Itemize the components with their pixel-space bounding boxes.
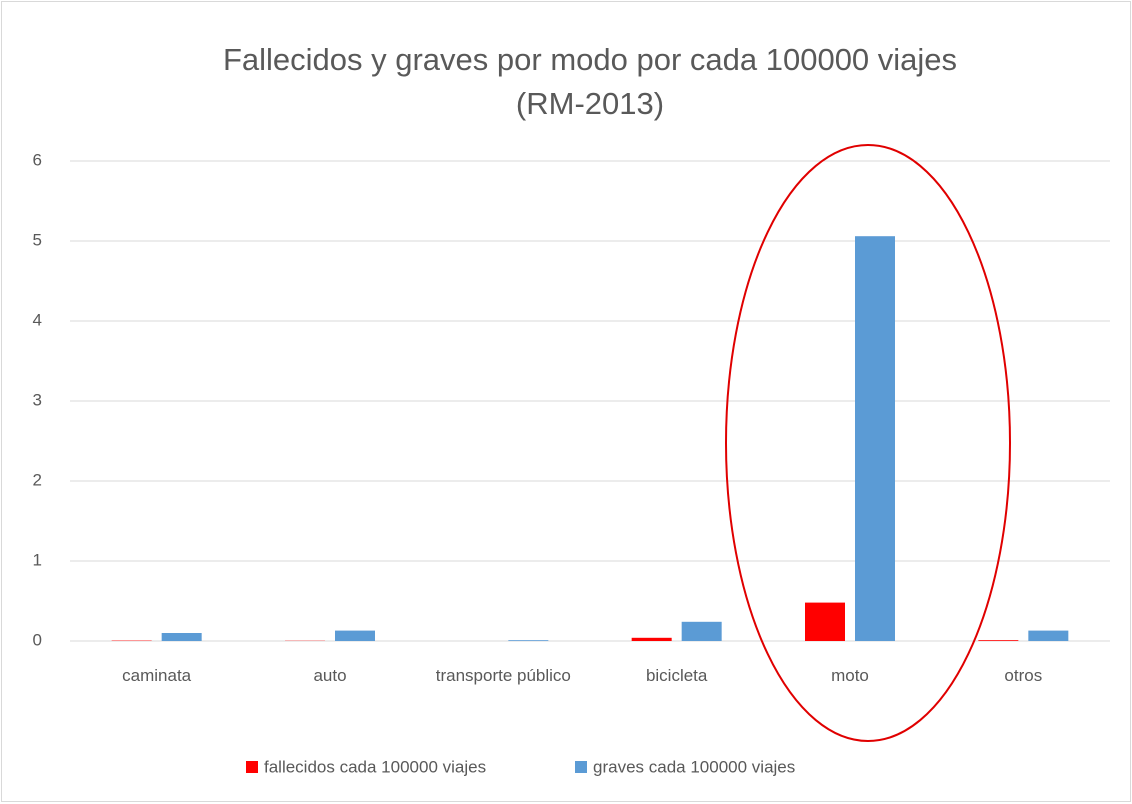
legend-swatch: [575, 761, 587, 773]
x-tick-label: caminata: [122, 666, 192, 685]
bar: [681, 621, 722, 641]
chart-title: Fallecidos y graves por modo por cada 10…: [223, 42, 957, 77]
x-tick-label-box: otros: [1004, 666, 1043, 685]
bar: [161, 633, 202, 641]
bar: [805, 602, 845, 641]
chart-subtitle: (RM-2013): [516, 86, 664, 121]
y-tick-label: 4: [33, 310, 42, 329]
y-tick-label: 3: [33, 390, 42, 409]
x-tick-label: otros: [1004, 666, 1043, 685]
x-tick-label-box: caminata: [122, 666, 192, 685]
x-tick-label-box: moto: [831, 666, 869, 685]
x-tick-label-box: bicicleta: [645, 666, 708, 685]
y-tick-label: 2: [33, 470, 42, 489]
highlight-ellipse: [725, 144, 1011, 742]
x-tick-label: bicicleta: [645, 666, 708, 685]
y-tick-label: 0: [33, 630, 42, 649]
legend-label: graves cada 100000 viajes: [593, 757, 795, 776]
bar: [855, 236, 895, 641]
bar: [978, 640, 1019, 641]
legend-swatch: [246, 761, 258, 773]
bar: [335, 630, 375, 641]
x-tick-label-box: transporte público: [435, 666, 571, 685]
x-tick-label-box: auto: [313, 666, 347, 685]
bar: [508, 640, 549, 641]
y-tick-label: 6: [33, 150, 42, 169]
x-tick-label: transporte público: [435, 666, 571, 685]
y-tick-label: 1: [33, 550, 42, 569]
x-tick-label: moto: [831, 666, 869, 685]
legend-label: fallecidos cada 100000 viajes: [264, 757, 486, 776]
y-tick-label: 5: [33, 230, 42, 249]
bar: [631, 637, 672, 641]
x-tick-label: auto: [313, 666, 347, 685]
bar: [1028, 630, 1069, 641]
